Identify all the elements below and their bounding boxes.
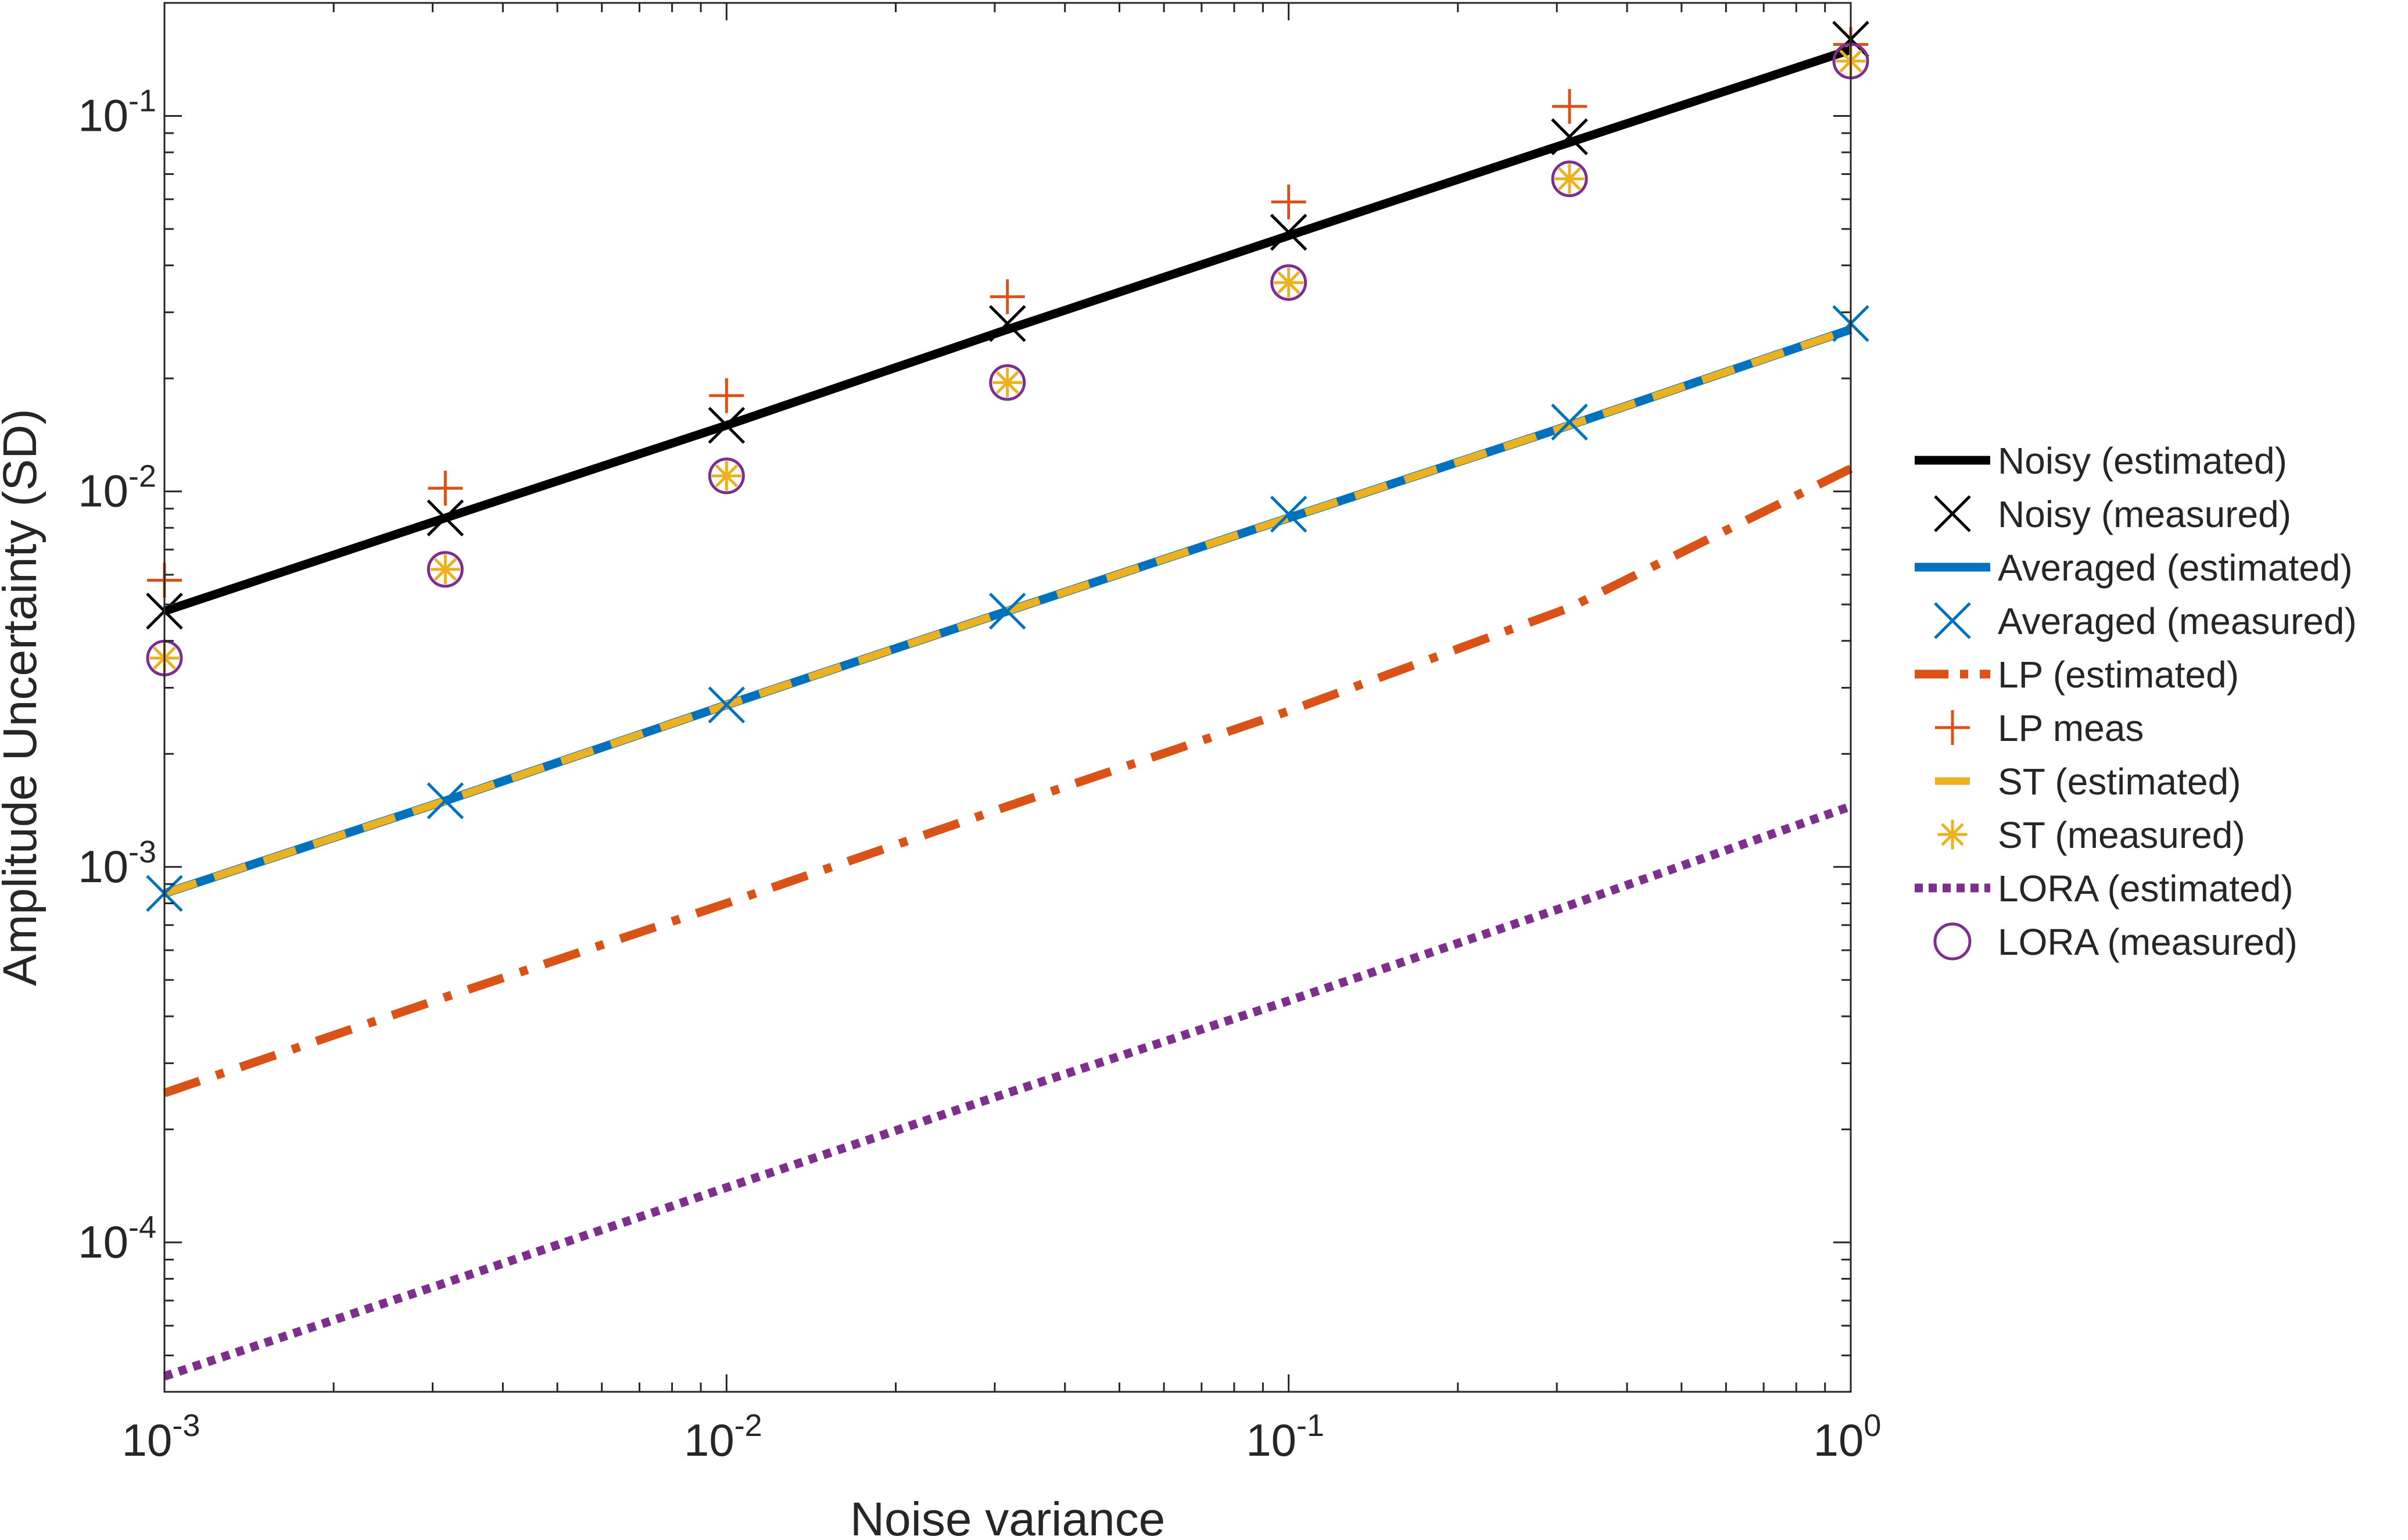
marker-stroke-d2 <box>1277 271 1300 294</box>
marker-stroke-b <box>1270 213 1307 251</box>
plot-background <box>164 3 1851 1392</box>
data-point <box>992 367 1023 397</box>
legend: Noisy (estimated) Noisy (measured) Average… <box>1915 440 2357 963</box>
plot-area <box>164 3 1851 1392</box>
data-point <box>708 457 745 495</box>
legend-entry: ST (estimated) <box>1935 761 2241 803</box>
marker-stroke-b <box>708 407 746 444</box>
data-point <box>1270 495 1307 533</box>
data-point <box>990 279 1025 314</box>
data-point <box>988 592 1026 630</box>
y-tick-label: 10-3 <box>78 835 156 892</box>
legend-entry: Noisy (estimated) <box>1915 440 2287 482</box>
axes-box <box>163 2 1852 1393</box>
data-point <box>1270 264 1307 301</box>
data-point <box>708 407 746 444</box>
legend-entry: LP meas <box>1935 707 2144 749</box>
data-point <box>428 471 463 506</box>
legend-label: ST (measured) <box>1998 814 2245 856</box>
data-point <box>430 554 460 585</box>
series-layer <box>146 20 1869 1381</box>
data-point <box>988 305 1026 342</box>
data-point <box>1270 213 1307 251</box>
marker-ring <box>989 364 1026 401</box>
data-point <box>1551 118 1588 156</box>
marker-stroke-b <box>1270 495 1307 533</box>
series-line <box>163 802 1852 1381</box>
legend-label: LORA (estimated) <box>1998 868 2294 909</box>
legend-entry: LP (estimated) <box>1915 654 2239 696</box>
marker-stroke-b <box>427 782 464 819</box>
axes-layer: 10-3 10-2 10-1 100 10-4 10-3 10-2 10-1 Noise var… <box>0 2 1882 1540</box>
legend-marker-swatch-stroke-b <box>1934 495 1971 532</box>
marker-stroke-d2 <box>433 557 457 581</box>
legend-label: LP (estimated) <box>1998 654 2239 696</box>
data-point <box>427 499 464 537</box>
data-point <box>1552 89 1588 124</box>
x-tick-label: 10-3 <box>122 1408 200 1466</box>
data-point <box>1551 160 1588 198</box>
data-point <box>1554 164 1585 194</box>
marker-stroke-b <box>708 686 746 724</box>
y-tick-label: 10-2 <box>78 459 156 517</box>
legend-label: Noisy (measured) <box>1998 493 2291 535</box>
y-tick-label: 10-1 <box>78 84 156 141</box>
data-point <box>708 686 746 724</box>
marker-stroke-d2 <box>1558 167 1581 191</box>
data-point <box>1551 403 1588 441</box>
x-tick-label: 10-1 <box>1246 1408 1324 1466</box>
legend-marker-swatch-ring <box>1933 922 1972 961</box>
legend-label: LP meas <box>1998 707 2144 749</box>
legend-label: LORA (measured) <box>1998 921 2298 963</box>
marker-stroke-d2 <box>995 371 1019 395</box>
data-point <box>989 364 1026 401</box>
legend-label: Averaged (measured) <box>1998 600 2357 642</box>
x-tick-label: 100 <box>1814 1408 1882 1466</box>
legend-entry: Noisy (measured) <box>1934 493 2291 535</box>
legend-entry: LORA (estimated) <box>1915 868 2294 909</box>
data-point <box>711 461 741 491</box>
legend-label: Averaged (estimated) <box>1998 547 2353 589</box>
series-6 <box>163 325 1852 897</box>
marker-ring <box>1270 264 1307 301</box>
y-axis-label: Amplitude Uncertainty (SD) <box>0 409 46 986</box>
y-tick-label: 10-4 <box>78 1210 156 1267</box>
legend-entry: ST (measured) <box>1937 814 2245 856</box>
series-8 <box>163 802 1852 1381</box>
data-point <box>709 378 744 413</box>
marker-stroke-d2 <box>715 464 739 488</box>
data-point <box>427 551 464 588</box>
legend-label: ST (estimated) <box>1998 761 2241 803</box>
marker-ring <box>427 551 464 588</box>
series-line <box>163 464 1853 1097</box>
legend-entry: Averaged (measured) <box>1934 600 2357 642</box>
marker-ring <box>1551 160 1588 198</box>
series-line <box>163 325 1852 897</box>
series-4 <box>163 464 1853 1097</box>
legend-label: Noisy (estimated) <box>1998 440 2287 482</box>
marker-stroke-b <box>988 592 1026 630</box>
marker-stroke-b <box>427 499 464 537</box>
data-point <box>1271 184 1306 220</box>
marker-stroke-b <box>988 305 1026 342</box>
marker-ring <box>708 457 745 495</box>
legend-entry: LORA (measured) <box>1933 921 2298 963</box>
marker-stroke-b <box>1551 118 1588 156</box>
legend-entry: Averaged (estimated) <box>1915 547 2353 589</box>
legend-marker-swatch-stroke-b <box>1934 602 1971 639</box>
x-axis-label: Noise variance <box>850 1493 1165 1540</box>
data-point <box>427 782 464 819</box>
x-tick-label: 10-2 <box>684 1408 762 1466</box>
marker-stroke-b <box>1551 403 1588 441</box>
data-point <box>1274 267 1304 298</box>
legend-marker-swatch-stroke-d2 <box>1941 823 1964 846</box>
